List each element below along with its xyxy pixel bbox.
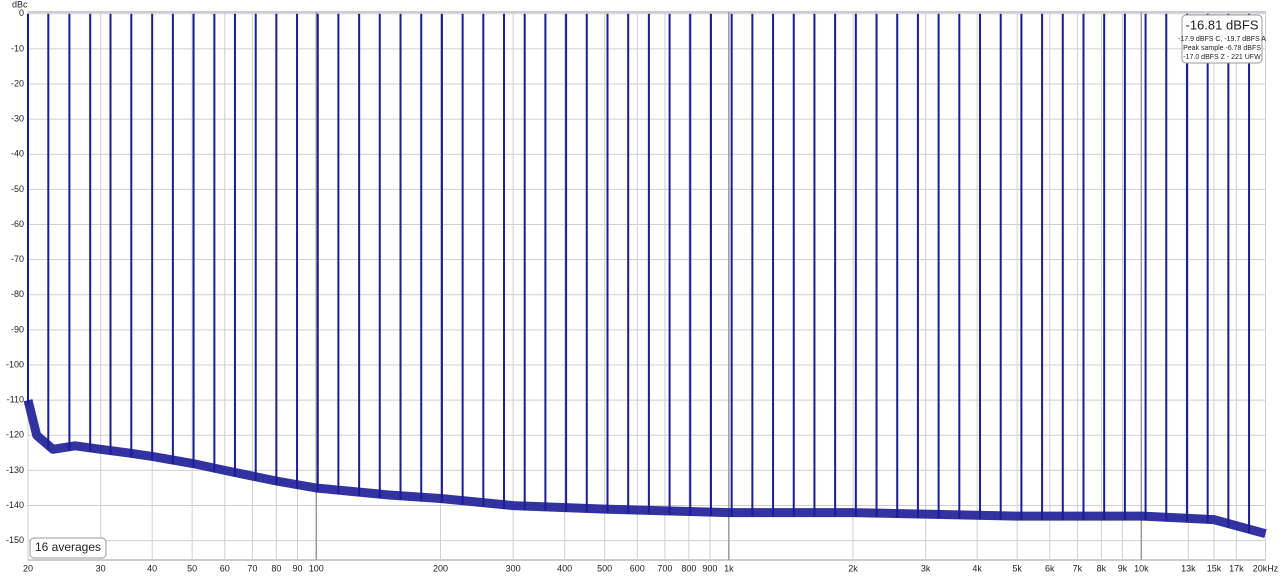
x-tick-label: 8k <box>1097 563 1107 573</box>
y-tick-label: -100 <box>6 359 24 369</box>
info-line: Peak sample -6.78 dBFS <box>1183 45 1261 52</box>
x-tick-label: 900 <box>702 563 717 573</box>
info-line: -17.9 dBFS C, -19.7 dBFS A <box>1178 36 1266 43</box>
x-tick-label: 7k <box>1073 563 1083 573</box>
x-tick-label: 400 <box>557 563 572 573</box>
y-tick-label: -80 <box>11 289 24 299</box>
x-tick-label: 17k <box>1229 563 1244 573</box>
averages-frame <box>29 537 107 559</box>
x-tick-label: 20 <box>23 563 33 573</box>
y-axis-label: dBc <box>12 0 28 9</box>
info-box-frame <box>1181 14 1263 64</box>
y-tick-label: -40 <box>11 149 24 159</box>
y-tick-label: -150 <box>6 535 24 545</box>
x-tick-label: 13k <box>1181 563 1196 573</box>
x-tick-label: 300 <box>506 563 521 573</box>
y-tick-label: -50 <box>11 184 24 194</box>
x-tick-label: 40 <box>147 563 157 573</box>
y-tick-label: -70 <box>11 254 24 264</box>
x-tick-label: 200 <box>433 563 448 573</box>
x-tick-label: 20kHz <box>1253 563 1279 573</box>
x-tick-label: 90 <box>292 563 302 573</box>
noise-floor <box>23 399 1267 539</box>
x-tick-label: 800 <box>681 563 696 573</box>
x-tick-label: 4k <box>972 563 982 573</box>
x-tick-label: 10k <box>1134 563 1149 573</box>
y-tick-label: -20 <box>11 78 24 88</box>
y-tick-label: -120 <box>6 430 24 440</box>
x-tick-label: 60 <box>220 563 230 573</box>
y-tick-label: -130 <box>6 465 24 475</box>
labels: dBc 0 -10 -20 -30 -40 -50 -60 -70 -80 -90 -100 -110… <box>6 0 1279 573</box>
marks <box>23 13 1267 539</box>
x-tick-label: 500 <box>597 563 612 573</box>
y-tick-label: -90 <box>11 324 24 334</box>
info-level: -16.81 dBFS <box>1186 17 1259 32</box>
x-tick-label: 50 <box>187 563 197 573</box>
x-tick-label: 600 <box>630 563 645 573</box>
y-tick-label: -30 <box>11 114 24 124</box>
x-tick-label: 70 <box>247 563 257 573</box>
info-line: -17.0 dBFS Z - 221 UFW <box>1183 54 1261 61</box>
x-tick-label: 3k <box>921 563 931 573</box>
x-tick-label: 9k <box>1118 563 1128 573</box>
y-tick-label: -110 <box>7 395 24 405</box>
x-tick-label: 5k <box>1012 563 1022 573</box>
info-box: -16.81 dBFS -17.9 dBFS C, -19.7 dBFS A P… <box>1178 14 1266 64</box>
averages-box: 16 averages <box>29 537 107 559</box>
x-tick-label: 700 <box>657 563 672 573</box>
x-tick-label: 2k <box>848 563 858 573</box>
x-tick-label: 100 <box>309 563 324 573</box>
y-tick-label: -140 <box>6 500 24 510</box>
averages-label: 16 averages <box>35 540 101 554</box>
x-tick-label: 80 <box>271 563 281 573</box>
y-tick-label: -10 <box>11 43 24 53</box>
y-tick-label: -60 <box>11 219 24 229</box>
x-tick-label: 15k <box>1207 563 1222 573</box>
x-tick-label: 6k <box>1045 563 1055 573</box>
x-tick-label: 1k <box>724 563 734 573</box>
y-tick-label: 0 <box>19 8 24 18</box>
x-tick-label: 30 <box>96 563 106 573</box>
